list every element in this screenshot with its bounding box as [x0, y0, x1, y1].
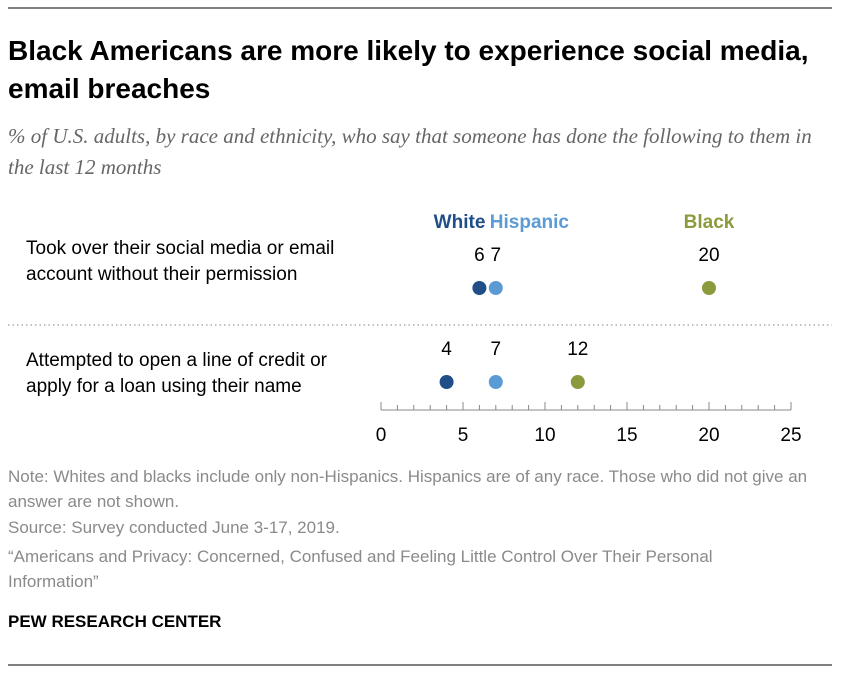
report: “Americans and Privacy: Concerned, Confu… — [8, 547, 713, 591]
chart-subtitle: % of U.S. adults, by race and ethnicity,… — [8, 124, 812, 179]
dot — [439, 375, 454, 389]
x-tick-label: 0 — [376, 425, 387, 446]
legend-label: Hispanic — [490, 212, 570, 233]
dot — [472, 281, 487, 295]
note: Note: Whites and blacks include only non… — [8, 467, 808, 511]
dot — [702, 281, 716, 295]
dot — [488, 375, 503, 389]
legend-label: Black — [684, 212, 735, 233]
credit: PEW RESEARCH CENTER — [8, 612, 222, 631]
x-tick-label: 10 — [534, 425, 555, 446]
dot — [488, 281, 503, 295]
category-label: Took over their social media or email ac… — [26, 238, 335, 285]
legend-label: White — [434, 212, 486, 233]
dot — [570, 375, 585, 389]
source: Source: Survey conducted June 3-17, 2019… — [8, 518, 340, 537]
chart-title: Black Americans are more likely to exper… — [8, 35, 809, 104]
x-tick-label: 20 — [698, 425, 719, 446]
value-label: 6 — [474, 245, 485, 266]
value-label: 7 — [491, 339, 502, 360]
x-tick-label: 25 — [780, 425, 801, 446]
x-tick-label: 15 — [616, 425, 637, 446]
value-label: 4 — [441, 339, 452, 360]
value-label: 7 — [491, 245, 502, 266]
x-tick-label: 5 — [458, 425, 469, 446]
value-label: 20 — [698, 245, 719, 266]
value-label: 12 — [567, 339, 588, 360]
category-label: Attempted to open a line of credit or ap… — [26, 350, 328, 397]
